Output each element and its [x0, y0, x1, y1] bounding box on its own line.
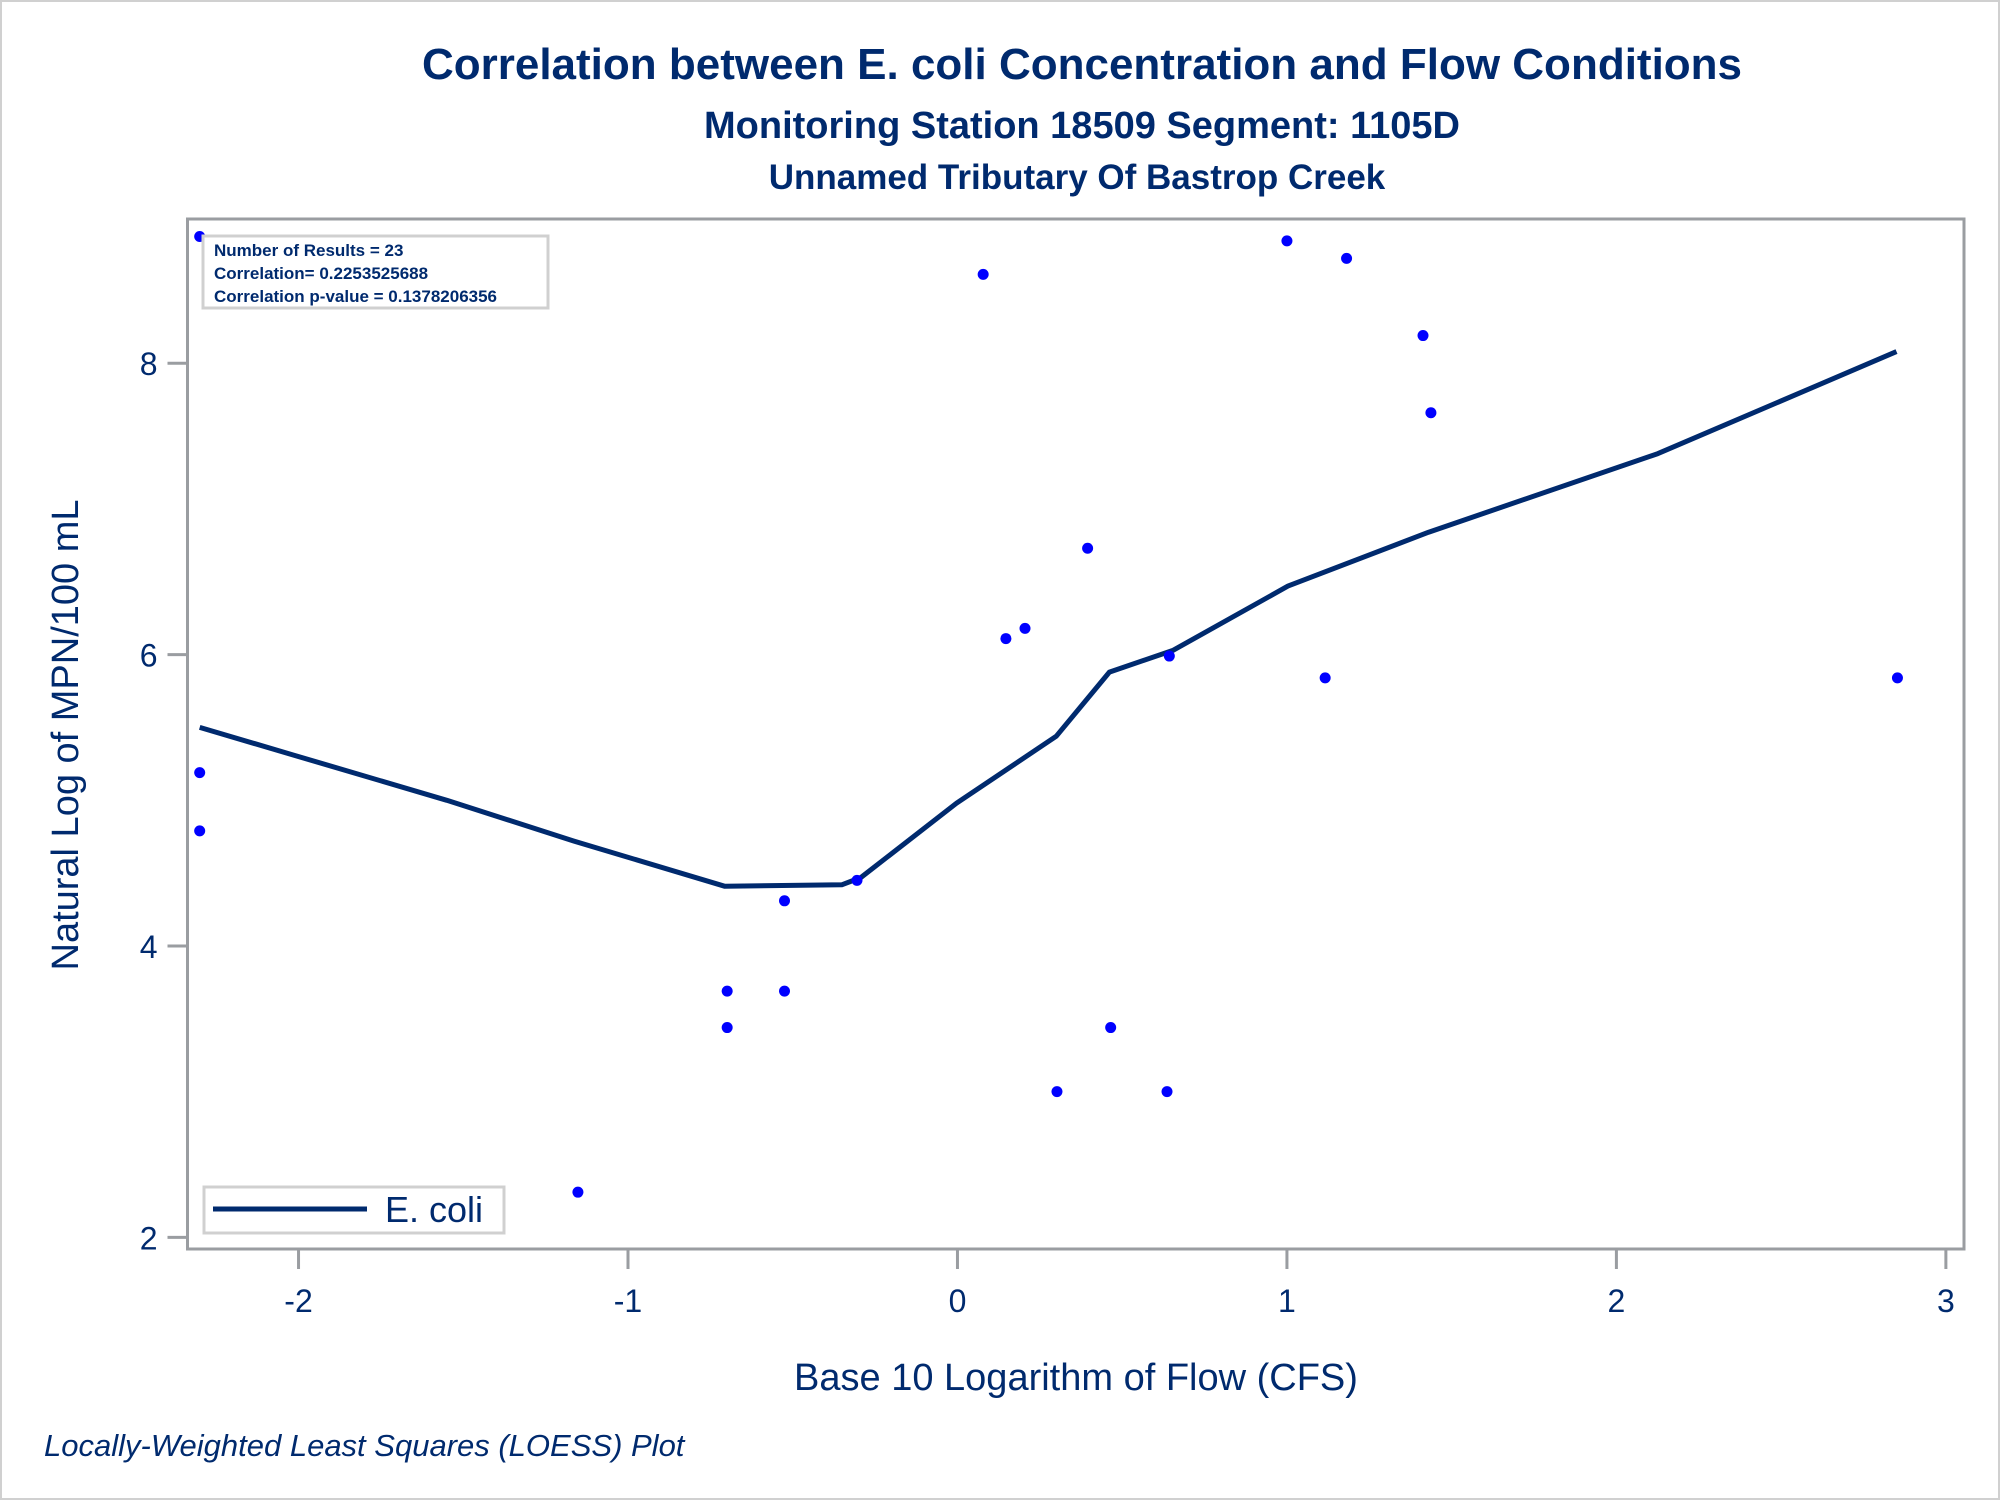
plot-frame — [186, 217, 1966, 1251]
stats-correlation: Correlation= 0.2253525688 — [214, 264, 428, 283]
x-tick-label: 1 — [1278, 1283, 1296, 1319]
footnote: Locally-Weighted Least Squares (LOESS) P… — [44, 1428, 686, 1463]
x-tick-label: 2 — [1608, 1283, 1626, 1319]
data-point — [1319, 672, 1331, 684]
data-point — [1281, 235, 1293, 247]
data-point — [1163, 650, 1175, 662]
data-point — [572, 1186, 584, 1198]
data-point — [194, 825, 206, 837]
data-point — [1341, 252, 1353, 264]
data-point — [778, 985, 790, 997]
y-axis-label: Natural Log of MPN/100 mL — [45, 499, 87, 970]
x-tick-label: 0 — [949, 1283, 967, 1319]
y-tick-label: 4 — [140, 929, 158, 965]
data-point — [1161, 1086, 1173, 1098]
data-point — [851, 874, 863, 886]
stats-box: Number of Results = 23 Correlation= 0.22… — [201, 234, 550, 310]
loess-line — [198, 349, 1898, 889]
x-tick-label: 3 — [1937, 1283, 1955, 1319]
chart-subtitle: Monitoring Station 18509 Segment: 1105D — [704, 105, 1460, 147]
data-point — [721, 985, 733, 997]
data-point — [1000, 633, 1012, 645]
y-tick-label: 8 — [140, 346, 158, 382]
data-point — [1417, 330, 1429, 342]
data-point — [977, 268, 989, 280]
data-point — [1425, 407, 1437, 419]
stats-pvalue: Correlation p-value = 0.1378206356 — [214, 287, 497, 306]
legend-label: E. coli — [385, 1189, 483, 1230]
chart-subtitle-2: Unnamed Tributary Of Bastrop Creek — [769, 158, 1386, 197]
data-point — [1082, 542, 1094, 554]
data-point — [778, 895, 790, 907]
chart-title: Correlation between E. coli Concentratio… — [422, 40, 1742, 89]
data-point — [1019, 622, 1031, 634]
data-point — [1891, 672, 1903, 684]
data-point — [1105, 1022, 1117, 1034]
y-tick-label: 6 — [140, 638, 158, 674]
data-point — [194, 767, 206, 779]
x-tick-label: -1 — [614, 1283, 642, 1319]
stats-count: Number of Results = 23 — [214, 241, 403, 260]
data-point — [1051, 1086, 1063, 1098]
y-tick-label: 2 — [140, 1220, 158, 1256]
x-tick-label: -2 — [284, 1283, 312, 1319]
x-axis-label: Base 10 Logarithm of Flow (CFS) — [794, 1357, 1358, 1399]
legend: E. coli — [202, 1185, 506, 1235]
data-point — [721, 1022, 733, 1034]
